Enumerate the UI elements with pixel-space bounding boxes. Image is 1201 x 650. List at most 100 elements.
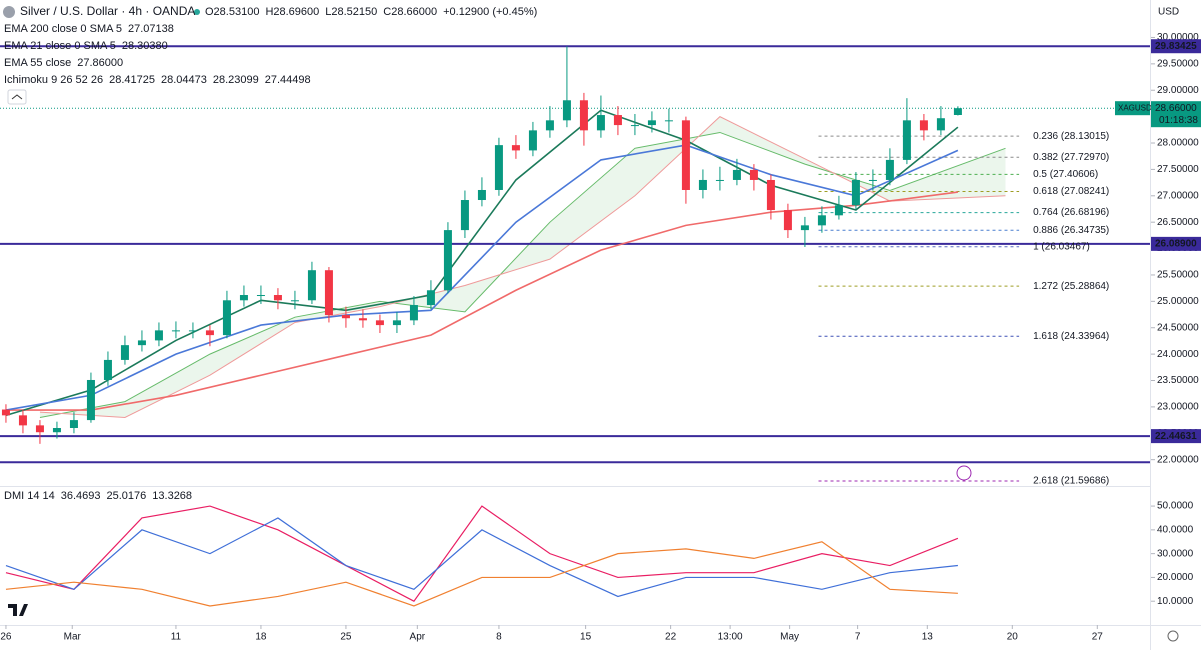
x-tick-label: 15	[580, 632, 592, 643]
candle-body	[902, 120, 911, 160]
last-price: 28.66000	[1155, 103, 1197, 114]
indicator-value: 28.04473	[161, 74, 207, 86]
y-tick-label: 24.50000	[1157, 322, 1199, 333]
candle-body	[732, 169, 741, 180]
indicator-name: EMA 55 close	[4, 57, 71, 69]
y-tick-label: 27.00000	[1157, 190, 1199, 201]
candle-body	[885, 159, 894, 180]
candle-body	[205, 330, 214, 336]
x-tick-label: 26	[0, 632, 12, 643]
candle-body	[52, 428, 61, 433]
x-tick-label: 20	[1007, 632, 1019, 643]
indicator-name: EMA 200 close 0 SMA 5	[4, 23, 122, 35]
x-tick-label: 13	[922, 632, 934, 643]
candle-body	[783, 210, 792, 231]
fib-label: 0.886 (26.34735)	[1033, 225, 1109, 236]
indicator-value: 28.23099	[213, 74, 259, 86]
countdown: 01:18:38	[1159, 115, 1198, 126]
candle-body	[664, 120, 673, 122]
candle-body	[953, 108, 962, 115]
x-tick-label: 11	[171, 632, 182, 643]
candle-body	[35, 425, 44, 433]
candle-body	[749, 169, 758, 180]
y-tick-label: 28.00000	[1157, 138, 1199, 149]
indicator-value: 27.86000	[77, 57, 123, 69]
candle-body	[239, 295, 248, 301]
fib-label: 2.618 (21.59686)	[1033, 476, 1109, 487]
dmi-line	[5, 505, 959, 602]
candle-body	[715, 179, 724, 181]
candle-body	[919, 120, 928, 131]
candle-body	[171, 330, 180, 332]
y-tick-label: 24.00000	[1157, 349, 1199, 360]
collapse-button[interactable]	[7, 89, 27, 105]
level-label: 22.44631	[1155, 431, 1197, 442]
candle-body	[392, 320, 401, 326]
candle-body	[137, 340, 146, 346]
fib-label: 1.272 (25.28864)	[1033, 281, 1109, 292]
y-tick-label: 40.0000	[1157, 525, 1194, 536]
y-tick-label: 23.00000	[1157, 402, 1199, 413]
candle-body	[341, 315, 350, 319]
candle-body	[324, 270, 333, 316]
indicator-value: 28.30380	[122, 40, 168, 52]
candle-body	[188, 330, 197, 332]
candle-body	[936, 118, 945, 131]
y-tick-label: 10.0000	[1157, 596, 1194, 607]
x-tick-label: 8	[496, 632, 502, 643]
candle-body	[868, 179, 877, 181]
x-tick-label: Apr	[410, 632, 426, 643]
candle-body	[800, 225, 809, 231]
x-tick-label: 7	[855, 632, 861, 643]
ohlc-value: +0.12900 (+0.45%)	[443, 6, 537, 18]
y-tick-label: 25.50000	[1157, 270, 1199, 281]
y-tick-label: 29.00000	[1157, 85, 1199, 96]
candle-body	[817, 215, 826, 226]
candle-body	[562, 100, 571, 121]
candle-body	[579, 100, 588, 131]
y-tick-label: 29.50000	[1157, 58, 1199, 69]
last-symbol-box	[1115, 101, 1150, 116]
candle-body	[494, 145, 503, 190]
ichimoku-span-b	[39, 116, 1006, 418]
fib-label: 0.236 (28.13015)	[1033, 131, 1109, 142]
y-tick-label: 22.00000	[1157, 454, 1199, 465]
candle-body	[851, 179, 860, 206]
level-label: 26.08900	[1155, 239, 1197, 250]
collapse-icon	[11, 94, 23, 100]
candle-body	[290, 300, 299, 302]
indicator-name: DMI 14 14	[4, 490, 55, 502]
level-label: 29.83425	[1155, 41, 1197, 52]
candle-body	[647, 120, 656, 126]
indicator-name: EMA 21 close 0 SMA 5	[4, 40, 116, 52]
candle-body	[460, 200, 469, 231]
last-symbol: XAGUSD	[1118, 103, 1152, 112]
x-tick-label: 25	[340, 632, 352, 643]
y-tick-label: 20.0000	[1157, 572, 1194, 583]
candle-body	[69, 420, 78, 429]
fib-label: 0.764 (26.68196)	[1033, 207, 1109, 218]
y-tick-label: 27.50000	[1157, 164, 1199, 175]
candle-body	[358, 318, 367, 321]
candle-body	[273, 295, 282, 301]
ohlc-value: L28.52150	[325, 6, 377, 18]
price-label-box	[1151, 429, 1201, 444]
tv-logo	[8, 604, 28, 616]
x-tick-label: 13:00	[718, 632, 743, 643]
fib-label: 1.618 (24.33964)	[1033, 331, 1109, 342]
candle-body	[409, 305, 418, 321]
settings-icon[interactable]	[1167, 630, 1179, 642]
ema-line	[5, 144, 959, 411]
candle-body	[375, 320, 384, 326]
market-status-dot	[194, 9, 200, 15]
last-price-box	[1151, 101, 1201, 128]
alert-icon[interactable]	[956, 465, 972, 481]
fib-label: 0.382 (27.72970)	[1033, 152, 1109, 163]
y-tick-label: 50.0000	[1157, 501, 1194, 512]
fib-label: 0.618 (27.08241)	[1033, 186, 1109, 197]
ichimoku-cloud	[39, 116, 1006, 418]
price-label-box	[1151, 236, 1201, 251]
candle-body	[630, 125, 639, 127]
candle-body	[545, 120, 554, 131]
